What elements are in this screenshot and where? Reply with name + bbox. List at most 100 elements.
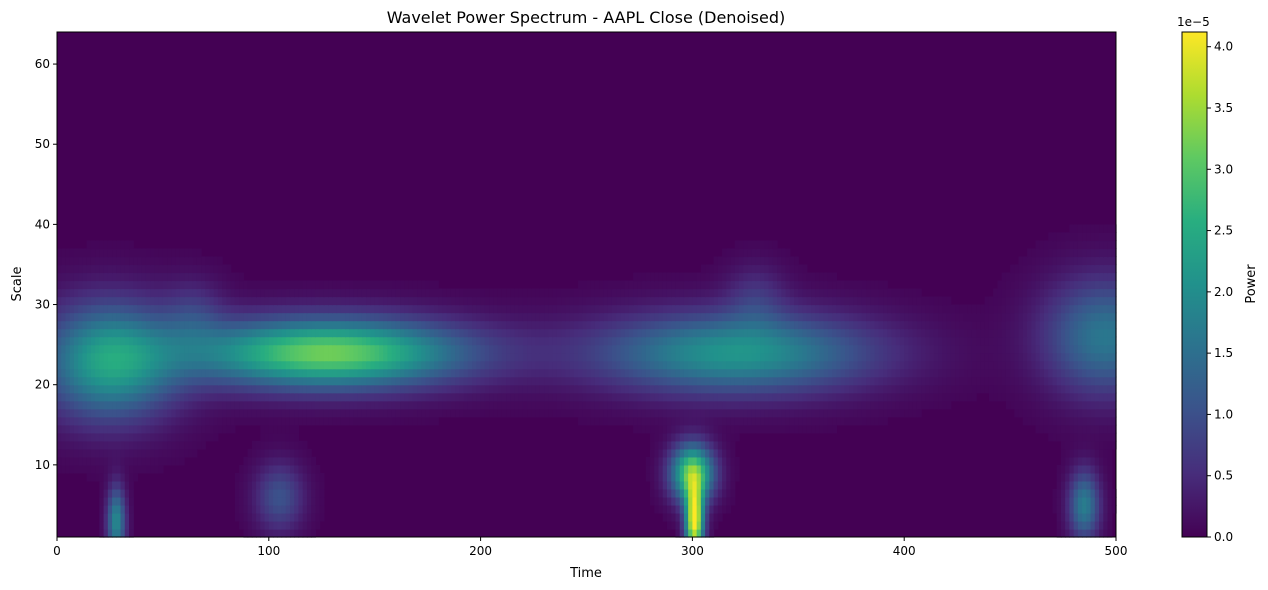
heatmap-cell bbox=[387, 336, 393, 346]
heatmap-cell bbox=[1056, 504, 1062, 514]
heatmap-cell bbox=[599, 360, 605, 370]
heatmap-cell bbox=[463, 392, 469, 402]
heatmap-cell bbox=[247, 504, 253, 514]
heatmap-cell bbox=[73, 360, 79, 370]
heatmap-cell bbox=[171, 432, 177, 442]
heatmap-cell bbox=[273, 488, 278, 498]
heatmap-cell bbox=[561, 352, 566, 362]
heatmap-cell bbox=[861, 336, 867, 346]
heatmap-cell bbox=[188, 432, 194, 442]
heatmap-cell bbox=[1065, 464, 1071, 474]
heatmap-cell bbox=[539, 360, 545, 370]
heatmap-cell bbox=[1005, 368, 1011, 378]
heatmap-cell bbox=[628, 344, 634, 354]
heatmap-cell bbox=[565, 328, 571, 338]
heatmap-cell bbox=[857, 360, 863, 370]
heatmap-cell bbox=[705, 528, 710, 538]
heatmap-cell bbox=[103, 416, 109, 426]
heatmap-cell bbox=[86, 408, 92, 418]
heatmap-cell bbox=[162, 440, 168, 450]
heatmap-cell bbox=[1073, 424, 1079, 434]
heatmap-cell bbox=[1099, 416, 1104, 426]
heatmap-cell bbox=[1027, 328, 1032, 338]
heatmap-cell bbox=[1056, 392, 1062, 402]
heatmap-cell bbox=[302, 336, 308, 346]
heatmap-cell bbox=[243, 336, 249, 346]
heatmap-cell bbox=[586, 416, 592, 426]
heatmap-cell bbox=[539, 352, 545, 362]
heatmap-cell bbox=[1052, 424, 1058, 434]
heatmap-cell bbox=[61, 448, 67, 458]
heatmap-cell bbox=[247, 352, 253, 362]
heatmap-cell bbox=[785, 352, 791, 362]
heatmap-cell bbox=[323, 320, 329, 330]
heatmap-cell bbox=[349, 392, 355, 402]
heatmap-cell bbox=[90, 352, 96, 362]
heatmap-cell bbox=[336, 328, 342, 338]
heatmap-cell bbox=[675, 448, 681, 458]
heatmap-cell bbox=[510, 328, 516, 338]
heatmap-cell bbox=[1005, 320, 1011, 330]
heatmap-cell bbox=[353, 368, 359, 378]
heatmap-cell bbox=[1103, 440, 1109, 450]
heatmap-cell bbox=[857, 304, 863, 314]
heatmap-cell bbox=[518, 384, 524, 394]
heatmap-cell bbox=[671, 520, 677, 530]
heatmap-cell bbox=[713, 472, 719, 482]
heatmap-cell bbox=[1099, 528, 1104, 538]
heatmap-cell bbox=[789, 400, 795, 410]
heatmap-cell bbox=[1107, 464, 1113, 474]
heatmap-cell bbox=[332, 416, 338, 426]
heatmap-cell bbox=[514, 344, 520, 354]
heatmap-cell bbox=[167, 312, 172, 322]
heatmap-cell bbox=[459, 344, 465, 354]
heatmap-cell bbox=[548, 304, 554, 314]
heatmap-cell bbox=[179, 344, 185, 354]
heatmap-cell bbox=[1099, 512, 1104, 522]
heatmap-cell bbox=[90, 320, 96, 330]
heatmap-cell bbox=[586, 304, 592, 314]
heatmap-cell bbox=[273, 288, 278, 298]
heatmap-cell bbox=[268, 408, 274, 418]
heatmap-cell bbox=[844, 400, 850, 410]
heatmap-cell bbox=[1039, 360, 1045, 370]
heatmap-cell bbox=[73, 456, 79, 466]
heatmap-cell bbox=[1039, 344, 1045, 354]
heatmap-cell bbox=[514, 312, 520, 322]
heatmap-cell bbox=[234, 384, 240, 394]
heatmap-cell bbox=[95, 392, 100, 402]
heatmap-cell bbox=[912, 368, 918, 378]
heatmap-cell bbox=[594, 376, 600, 386]
heatmap-cell bbox=[976, 376, 982, 386]
heatmap-cell bbox=[772, 296, 778, 306]
heatmap-cell bbox=[137, 360, 143, 370]
heatmap-cell bbox=[234, 496, 240, 506]
heatmap-cell bbox=[429, 296, 435, 306]
heatmap-cell bbox=[133, 304, 139, 314]
heatmap-cell bbox=[1060, 472, 1066, 482]
heatmap-cell bbox=[815, 400, 821, 410]
heatmap-cell bbox=[1039, 352, 1045, 362]
heatmap-cell bbox=[866, 296, 871, 306]
heatmap-cell bbox=[277, 464, 283, 474]
heatmap-cell bbox=[260, 368, 266, 378]
heatmap-cell bbox=[497, 312, 503, 322]
heatmap-cell bbox=[120, 360, 126, 370]
heatmap-cell bbox=[289, 360, 295, 370]
heatmap-cell bbox=[1065, 376, 1071, 386]
heatmap-cell bbox=[319, 304, 325, 314]
heatmap-cell bbox=[984, 328, 990, 338]
heatmap-cell bbox=[717, 360, 723, 370]
heatmap-cell bbox=[768, 352, 774, 362]
heatmap-cell bbox=[539, 368, 545, 378]
heatmap-cell bbox=[912, 384, 918, 394]
heatmap-cell bbox=[709, 408, 715, 418]
heatmap-cell bbox=[883, 352, 888, 362]
heatmap-cell bbox=[671, 512, 677, 522]
heatmap-cell bbox=[929, 376, 935, 386]
heatmap-cell bbox=[484, 344, 490, 354]
heatmap-cell bbox=[548, 384, 554, 394]
heatmap-cell bbox=[645, 368, 651, 378]
heatmap-cell bbox=[578, 304, 583, 314]
heatmap-cell bbox=[107, 464, 113, 474]
